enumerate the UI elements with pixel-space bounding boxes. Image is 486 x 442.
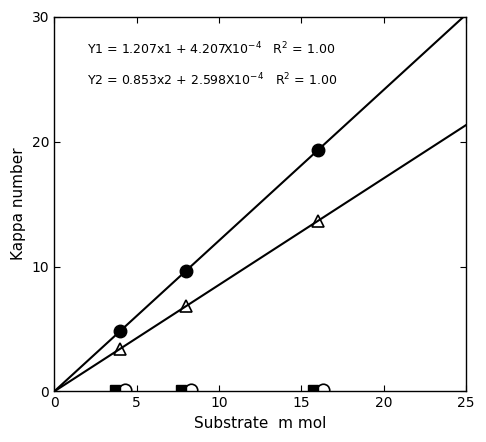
Text: Y1 = 1.207x1 + 4.207X10$^{-4}$   R$^{2}$ = 1.00: Y1 = 1.207x1 + 4.207X10$^{-4}$ R$^{2}$ =… — [87, 41, 335, 57]
X-axis label: Substrate  m mol: Substrate m mol — [194, 416, 326, 431]
Y-axis label: Kappa number: Kappa number — [11, 148, 26, 260]
Text: Y2 = 0.853x2 + 2.598X10$^{-4}$   R$^{2}$ = 1.00: Y2 = 0.853x2 + 2.598X10$^{-4}$ R$^{2}$ =… — [87, 72, 337, 88]
